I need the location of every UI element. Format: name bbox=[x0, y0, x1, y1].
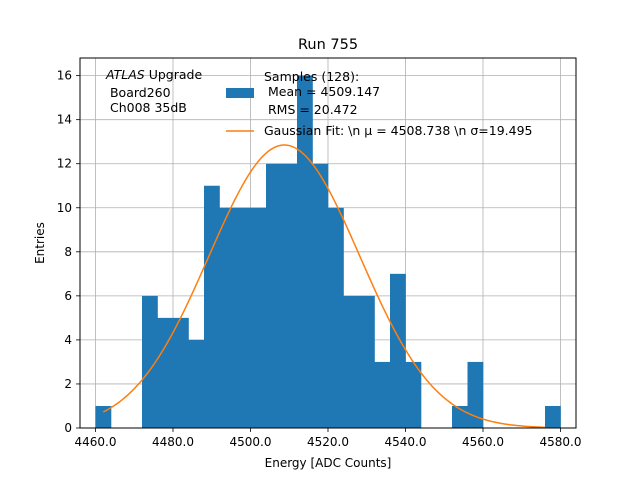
annotation-line-1: ATLAS Upgrade bbox=[105, 67, 202, 82]
histogram-bar bbox=[219, 207, 236, 428]
x-tick-label: 4580.0 bbox=[540, 435, 582, 449]
gaussian-fit-curve bbox=[102, 144, 546, 429]
x-axis-label: Energy [ADC Counts] bbox=[265, 456, 392, 470]
histogram-bar bbox=[545, 405, 561, 428]
histogram-bar bbox=[467, 361, 484, 428]
histogram-bar bbox=[142, 295, 158, 428]
legend-fit-label: Gaussian Fit: \n μ = 4508.738 \n σ=19.49… bbox=[264, 123, 533, 138]
histogram-bar bbox=[95, 405, 112, 428]
annotation-upgrade: Upgrade bbox=[145, 67, 203, 82]
x-tick-label: 4560.0 bbox=[462, 435, 504, 449]
histogram-bar bbox=[281, 163, 298, 428]
gaussian-fit bbox=[102, 144, 546, 429]
y-axis-ticks: 0 2 4 6 8 10 12 14 16 bbox=[57, 69, 80, 435]
annotation-board: Board260 bbox=[106, 85, 171, 100]
x-tick-label: 4480.0 bbox=[152, 435, 194, 449]
histogram-bar bbox=[312, 163, 329, 428]
legend-hist-line-2: Mean = 4509.147 bbox=[264, 84, 380, 99]
annotation-channel: Ch008 35dB bbox=[106, 100, 187, 115]
y-tick-label: 16 bbox=[57, 69, 72, 83]
histogram-bar bbox=[250, 207, 267, 428]
histogram-bar bbox=[157, 317, 174, 428]
histogram-bar bbox=[204, 185, 220, 428]
y-tick-label: 6 bbox=[64, 289, 72, 303]
y-tick-label: 12 bbox=[57, 157, 72, 171]
y-tick-label: 10 bbox=[57, 201, 72, 215]
histogram-bar bbox=[328, 207, 344, 428]
y-tick-label: 14 bbox=[57, 113, 72, 127]
legend-hist-line-1: Samples (128): bbox=[264, 69, 359, 84]
y-tick-label: 2 bbox=[64, 377, 72, 391]
chart-title: Run 755 bbox=[298, 37, 358, 53]
legend-hist-line-3: RMS = 20.472 bbox=[264, 102, 358, 117]
y-axis-label: Entries bbox=[33, 222, 47, 264]
histogram-bar bbox=[343, 295, 360, 428]
y-tick-label: 8 bbox=[64, 245, 72, 259]
x-tick-label: 4520.0 bbox=[307, 435, 349, 449]
histogram-bar bbox=[173, 317, 189, 428]
histogram-bar bbox=[266, 163, 282, 428]
legend-hist-swatch bbox=[226, 88, 254, 98]
annotation-atlas: ATLAS bbox=[105, 67, 145, 82]
x-tick-label: 4460.0 bbox=[75, 435, 117, 449]
legend: Samples (128): Mean = 4509.147 RMS = 20.… bbox=[226, 69, 533, 138]
atlas-annotation: ATLAS Upgrade Board260 Ch008 35dB bbox=[105, 67, 202, 115]
x-tick-label: 4540.0 bbox=[385, 435, 427, 449]
histogram-bar bbox=[374, 361, 391, 428]
x-tick-label: 4500.0 bbox=[230, 435, 272, 449]
histogram-bars bbox=[95, 75, 561, 428]
histogram-bar bbox=[405, 361, 422, 428]
histogram-bar bbox=[297, 75, 313, 428]
histogram-bar bbox=[188, 339, 205, 428]
histogram-bar bbox=[359, 295, 375, 428]
y-tick-label: 4 bbox=[64, 333, 72, 347]
x-axis-ticks: 4460.0 4480.0 4500.0 4520.0 4540.0 4560.0 4580… bbox=[75, 428, 582, 449]
y-tick-label: 0 bbox=[64, 421, 72, 435]
histogram-bar bbox=[235, 207, 251, 428]
histogram-bar bbox=[390, 273, 406, 428]
